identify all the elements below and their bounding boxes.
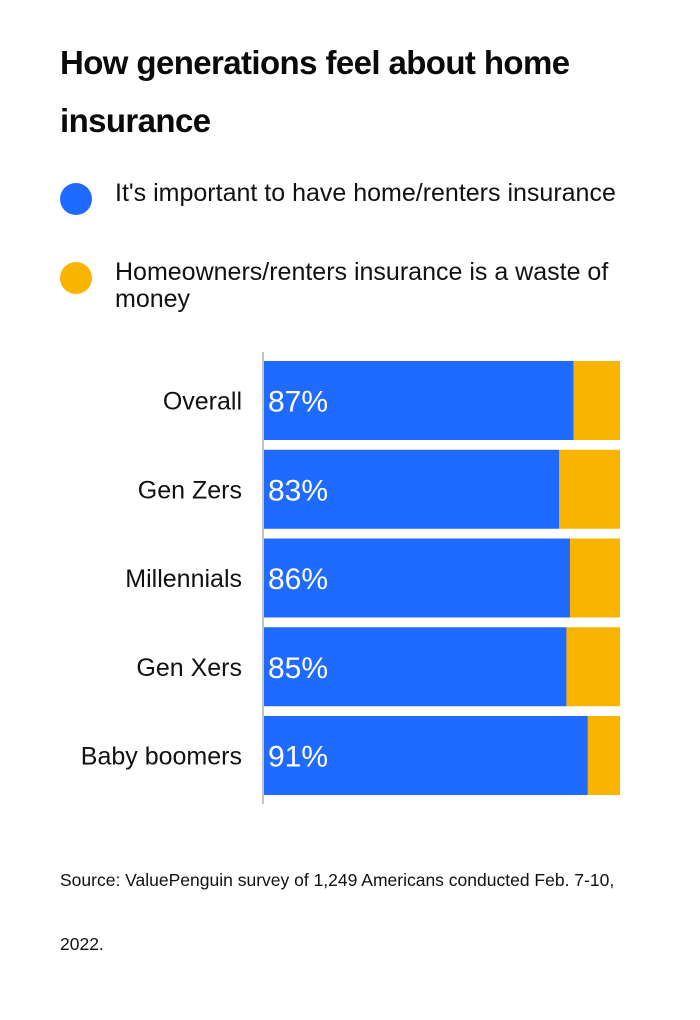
category-label-3: Gen Xers bbox=[136, 654, 242, 682]
category-label-4: Baby boomers bbox=[81, 743, 242, 771]
data-label-1: 83% bbox=[268, 474, 328, 507]
bar-waste-1 bbox=[559, 449, 620, 529]
legend-swatch-yellow bbox=[60, 262, 92, 294]
category-label-0: Overall bbox=[163, 388, 242, 416]
bar-important-3 bbox=[263, 627, 567, 707]
source-note: Source: ValuePenguin survey of 1,249 Ame… bbox=[60, 870, 615, 954]
data-label-0: 87% bbox=[268, 386, 328, 419]
data-label-4: 91% bbox=[268, 741, 328, 774]
chart-title: How generations feel about home insuranc… bbox=[60, 44, 570, 139]
category-label-1: Gen Zers bbox=[138, 476, 242, 504]
bar-important-1 bbox=[263, 449, 560, 529]
legend-label-waste: Homeowners/renters insurance is a waste … bbox=[115, 258, 609, 313]
bar-important-2 bbox=[263, 538, 571, 618]
bar-important-0 bbox=[263, 361, 574, 440]
bar-waste-2 bbox=[570, 538, 620, 618]
bar-waste-3 bbox=[566, 627, 620, 707]
bar-waste-0 bbox=[573, 361, 620, 440]
category-label-2: Millennials bbox=[125, 565, 242, 593]
bar-important-4 bbox=[263, 716, 588, 795]
bar-waste-4 bbox=[587, 716, 620, 795]
data-label-2: 86% bbox=[268, 563, 328, 596]
data-label-3: 85% bbox=[268, 652, 328, 685]
legend-label-important: It's important to have home/renters insu… bbox=[115, 179, 616, 207]
legend-swatch-blue bbox=[60, 183, 92, 215]
